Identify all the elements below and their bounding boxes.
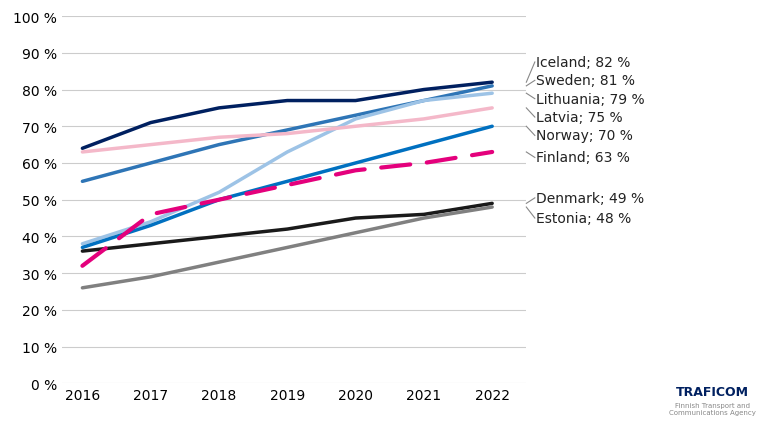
Text: Finnish Transport and
Communications Agency: Finnish Transport and Communications Age… [669, 403, 755, 415]
Text: Iceland; 82 %: Iceland; 82 % [536, 56, 630, 70]
Text: Lithuania; 79 %: Lithuania; 79 % [536, 92, 644, 106]
Text: Latvia; 75 %: Latvia; 75 % [536, 111, 622, 125]
Text: Sweden; 81 %: Sweden; 81 % [536, 74, 635, 88]
Text: TRAFICOM: TRAFICOM [676, 386, 748, 398]
Text: Norway; 70 %: Norway; 70 % [536, 129, 632, 143]
Text: Estonia; 48 %: Estonia; 48 % [536, 212, 631, 225]
Text: Denmark; 49 %: Denmark; 49 % [536, 191, 644, 205]
Text: Finland; 63 %: Finland; 63 % [536, 151, 629, 165]
